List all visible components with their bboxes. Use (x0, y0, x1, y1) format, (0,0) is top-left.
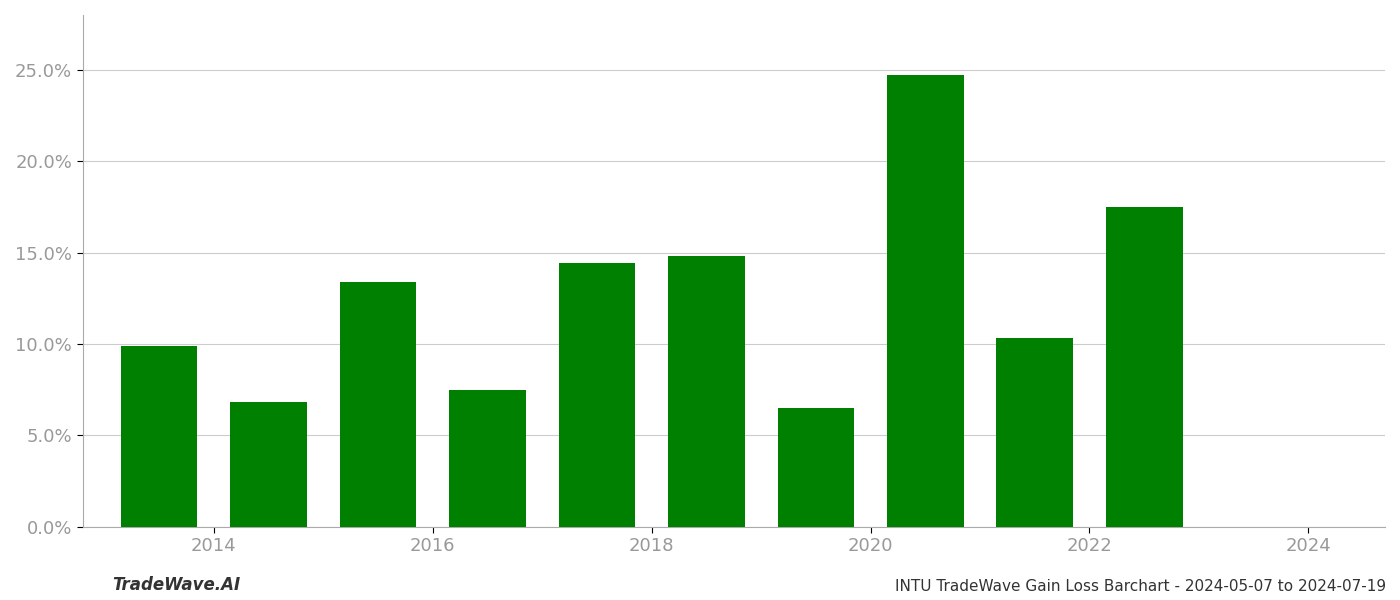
Bar (559, 263, 636, 527)
Bar (230, 403, 307, 527)
Text: TradeWave.AI: TradeWave.AI (112, 576, 241, 594)
Bar (1106, 207, 1183, 527)
Bar (668, 256, 745, 527)
Bar (997, 338, 1072, 527)
Text: INTU TradeWave Gain Loss Barchart - 2024-05-07 to 2024-07-19: INTU TradeWave Gain Loss Barchart - 2024… (895, 579, 1386, 594)
Bar (888, 75, 963, 527)
Bar (777, 408, 854, 527)
Bar (449, 389, 526, 527)
Bar (340, 282, 416, 527)
Bar (120, 346, 197, 527)
